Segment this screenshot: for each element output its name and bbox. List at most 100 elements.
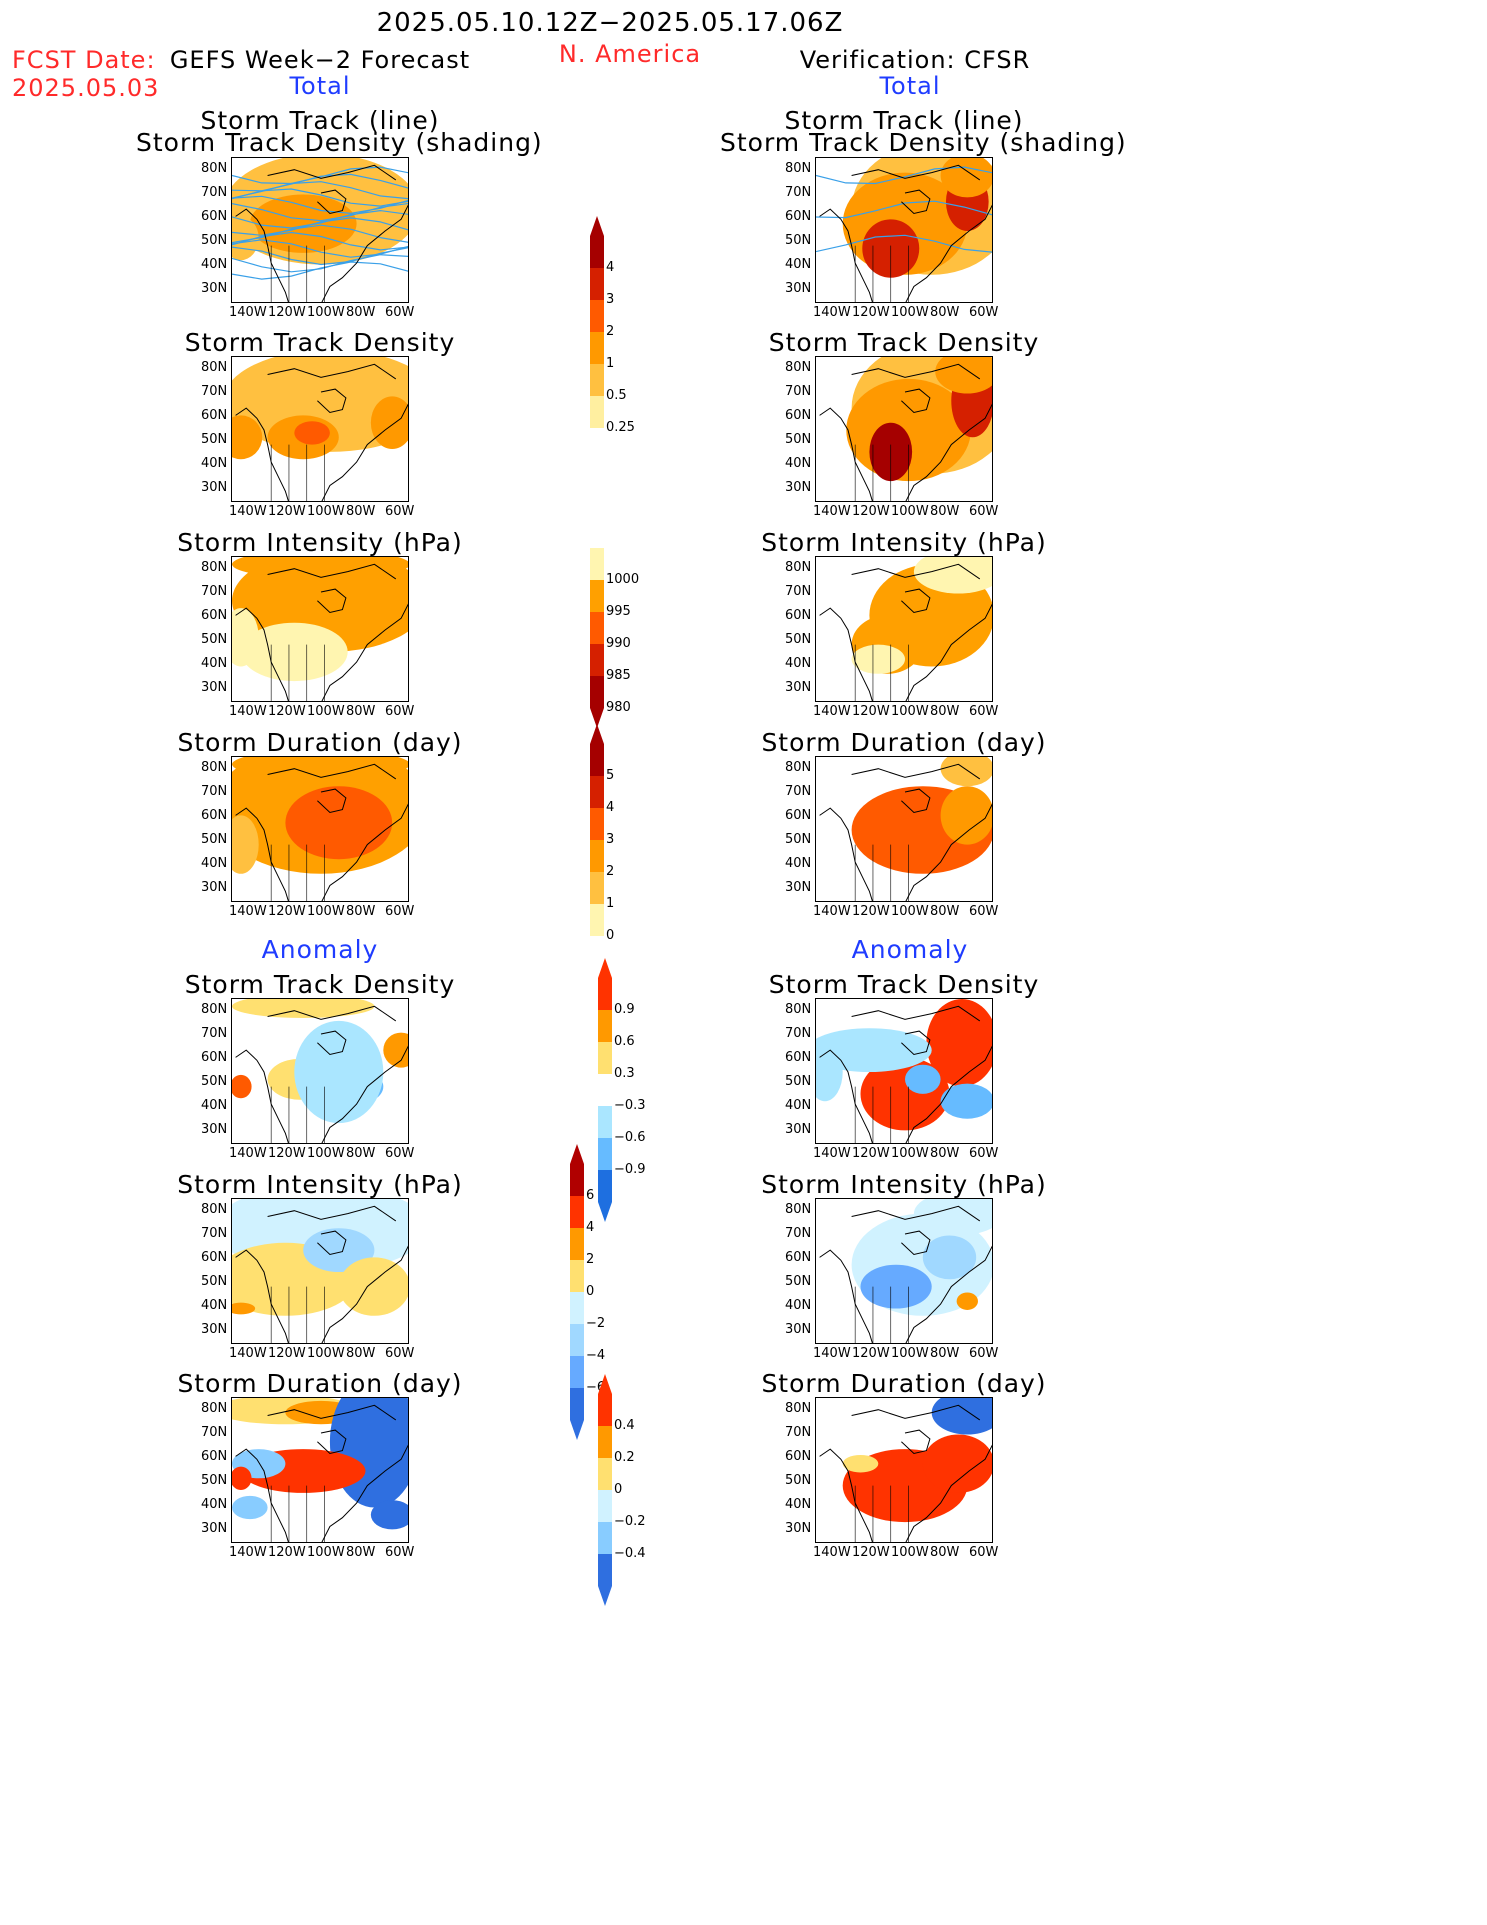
coastline [267, 563, 397, 580]
storm-track-line [232, 217, 408, 236]
lat-tick-label: 30N [785, 1521, 812, 1536]
shading-region [240, 622, 348, 682]
lat-tick-label: 80N [201, 560, 228, 575]
lat-tick-label: 30N [785, 480, 812, 495]
storm-track-line [232, 209, 408, 229]
shading-region [329, 1398, 408, 1508]
lon-tick-label: 100W [891, 1545, 929, 1560]
colorbar-label: 995 [606, 604, 631, 619]
storm-track-line [232, 202, 408, 222]
lat-tick-label: 50N [785, 233, 812, 248]
duration-right-map [815, 756, 993, 902]
lon-tick-label: 60W [385, 1346, 415, 1361]
coastline [851, 1205, 981, 1222]
colorbar-segment [598, 1394, 612, 1426]
storm-track-line [232, 231, 408, 251]
lon-tick-label: 100W [891, 1346, 929, 1361]
lon-tick-label: 100W [307, 504, 345, 519]
coastline [317, 788, 347, 814]
shading-region [232, 608, 259, 667]
coastline [235, 407, 289, 501]
anom-intensity-right-map [815, 1198, 993, 1344]
colorbar-segment [590, 676, 604, 708]
shading-region [294, 421, 330, 445]
colorbar-end [570, 1144, 584, 1164]
lon-tick-label: 140W [229, 704, 267, 719]
colorbar-segment [570, 1292, 584, 1324]
lat-tick-label: 50N [201, 233, 228, 248]
colorbar-segment [570, 1356, 584, 1388]
lat-tick-label: 40N [201, 456, 228, 471]
lat-tick-label: 80N [201, 161, 228, 176]
coastline [267, 763, 397, 780]
lon-tick-label: 120W [852, 504, 890, 519]
shading-region [956, 1292, 978, 1310]
coastline [819, 1049, 873, 1143]
shading-region [922, 1434, 992, 1493]
lat-tick-label: 40N [785, 456, 812, 471]
duration-left-map [231, 756, 409, 902]
shading-region [922, 1235, 977, 1280]
coastline [317, 1429, 347, 1455]
lat-tick-label: 30N [201, 1521, 228, 1536]
coastline [321, 403, 408, 501]
lon-tick-label: 80W [346, 904, 376, 919]
lon-tick-label: 120W [268, 504, 306, 519]
coastline [905, 1444, 992, 1542]
coastline [267, 363, 397, 380]
colorbar-label: 4 [586, 1220, 595, 1235]
lat-tick-label: 80N [201, 1401, 228, 1416]
colorbar-duration [590, 724, 604, 936]
coastline [819, 1448, 873, 1542]
coastline [321, 1245, 408, 1343]
lon-tick-label: 60W [385, 904, 415, 919]
shading-region [294, 1020, 384, 1124]
lat-tick-label: 70N [785, 185, 812, 200]
lon-tick-label: 100W [307, 1346, 345, 1361]
colorbar-segment [590, 236, 604, 268]
lat-tick-label: 70N [785, 584, 812, 599]
colorbar-label: −0.9 [614, 1162, 646, 1177]
lat-tick-label: 30N [201, 1322, 228, 1337]
coastline [851, 164, 981, 181]
lat-tick-label: 40N [785, 257, 812, 272]
lat-tick-label: 60N [201, 1449, 228, 1464]
colorbar-segment [598, 1042, 612, 1074]
colorbar-segment [598, 1554, 612, 1586]
lon-tick-label: 80W [930, 904, 960, 919]
storm-track-line [232, 254, 408, 273]
lon-tick-label: 60W [385, 504, 415, 519]
coastline [819, 807, 873, 901]
coastline [267, 1404, 397, 1421]
lon-tick-label: 120W [268, 1346, 306, 1361]
lat-tick-label: 80N [785, 1202, 812, 1217]
lon-tick-label: 120W [268, 704, 306, 719]
colorbar-segment [570, 1196, 584, 1228]
colorbar-segment [590, 612, 604, 644]
lat-tick-label: 50N [201, 1473, 228, 1488]
lat-tick-label: 30N [785, 680, 812, 695]
colorbar-segment [598, 1490, 612, 1522]
colorbar-segment [598, 978, 612, 1010]
track-right-title: Storm Track (line) [784, 106, 1024, 135]
lat-tick-label: 50N [785, 632, 812, 647]
colorbar-density [590, 216, 604, 428]
lon-tick-label: 100W [891, 305, 929, 320]
density-right-map [815, 356, 993, 502]
colorbar-segment [590, 396, 604, 428]
lon-tick-label: 140W [229, 305, 267, 320]
colorbar-segment [590, 332, 604, 364]
track-left-title-2: Storm Track Density (shading) [136, 128, 543, 157]
coastline [267, 1005, 397, 1022]
lat-tick-label: 60N [785, 1449, 812, 1464]
shading-region [851, 644, 905, 674]
colorbar-segment [598, 1074, 612, 1106]
coastline [851, 1005, 981, 1022]
coastline [235, 208, 289, 302]
coastline [901, 1429, 931, 1455]
lat-tick-label: 30N [785, 880, 812, 895]
lon-tick-label: 60W [385, 1146, 415, 1161]
lon-tick-label: 60W [969, 504, 999, 519]
lat-tick-label: 40N [201, 856, 228, 871]
colorbar-segment [570, 1324, 584, 1356]
